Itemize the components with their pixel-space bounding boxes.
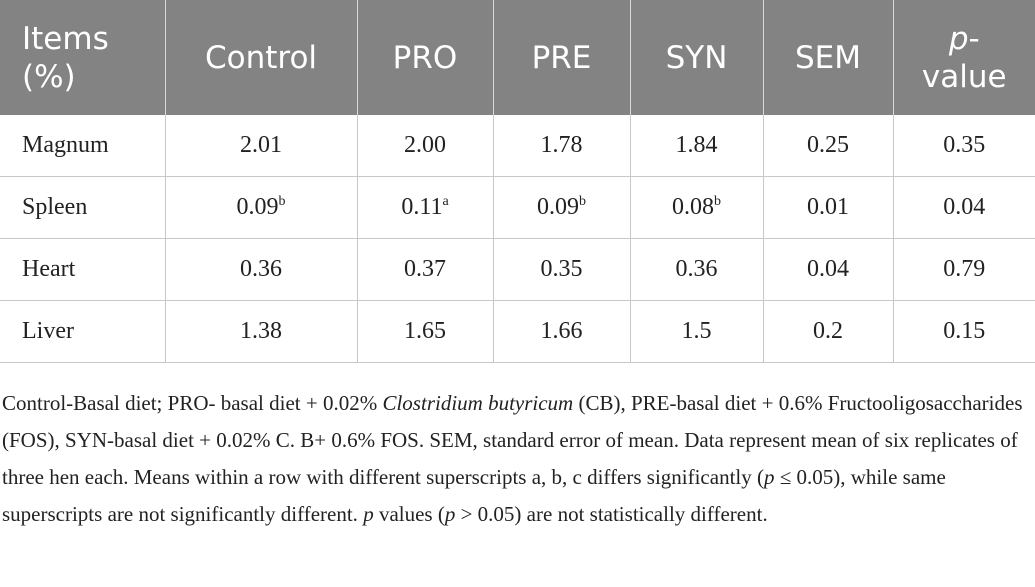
value-cell: 0.15 xyxy=(892,300,1035,363)
footnote-run: p xyxy=(444,502,456,526)
table-row: Heart 0.36 0.37 0.35 0.36 0.04 0.79 xyxy=(0,238,1035,301)
value-cell: 0.09b xyxy=(164,176,357,239)
value-cell: 0.36 xyxy=(164,238,357,301)
value-cell: 0.25 xyxy=(762,115,893,177)
header-cell: SYN xyxy=(629,0,763,115)
footnote-run: Clostridium butyricum xyxy=(382,391,574,415)
value-cell: 0.08b xyxy=(629,176,763,239)
value-cell: 0.2 xyxy=(762,300,893,363)
table-row: Liver 1.38 1.65 1.66 1.5 0.2 0.15 xyxy=(0,300,1035,363)
value-cell: 0.11a xyxy=(356,176,493,239)
value-cell: 0.35 xyxy=(492,238,630,301)
superscript: b xyxy=(714,194,721,209)
header-cell: Items (%) xyxy=(0,0,165,115)
header-cell: p-value xyxy=(892,0,1035,115)
value-cell: 1.66 xyxy=(492,300,630,363)
header-cell: SEM xyxy=(762,0,893,115)
value-cell: 2.01 xyxy=(164,115,357,177)
footnote-run: (CB), PRE-basal diet + 0.6% Fructooligos… xyxy=(2,391,1023,489)
footnote: Control-Basal diet; PRO- basal diet + 0.… xyxy=(0,385,1035,533)
value-cell: 0.04 xyxy=(892,176,1035,239)
cell-text: -value xyxy=(921,20,1007,95)
value-cell: 1.5 xyxy=(629,300,763,363)
value-cell: 1.38 xyxy=(164,300,357,363)
header-row: Items (%) Control PRO PRE SYN SEM p-value xyxy=(0,0,1035,115)
cell-text: 0.09 xyxy=(537,194,579,220)
value-cell: 0.37 xyxy=(356,238,493,301)
footnote-run: values ( xyxy=(373,502,445,526)
superscript: b xyxy=(579,194,586,209)
value-cell: 1.84 xyxy=(629,115,763,177)
data-table: Items (%) Control PRO PRE SYN SEM p-value Magn… xyxy=(0,0,1035,363)
value-cell: 0.09b xyxy=(492,176,630,239)
footnote-run: p xyxy=(764,465,775,489)
value-cell: 0.04 xyxy=(762,238,893,301)
row-label: Heart xyxy=(0,238,165,301)
value-cell: 1.65 xyxy=(356,300,493,363)
value-cell: 2.00 xyxy=(356,115,493,177)
row-label: Magnum xyxy=(0,115,165,177)
footnote-run: > 0.05) are not statistically different. xyxy=(455,502,768,526)
header-cell: Control xyxy=(164,0,357,115)
table-row: Spleen 0.09b 0.11a 0.09b 0.08b 0.01 0.04 xyxy=(0,176,1035,239)
value-cell: 0.01 xyxy=(762,176,893,239)
header-cell: PRO xyxy=(356,0,493,115)
row-label: Liver xyxy=(0,300,165,363)
value-cell: 0.79 xyxy=(892,238,1035,301)
footnote-run: Control-Basal diet; PRO- basal diet + 0.… xyxy=(2,391,383,415)
cell-italic: p xyxy=(948,20,969,57)
footnote-run: ≤ 0.05), while same superscripts are not… xyxy=(2,465,946,526)
row-label: Spleen xyxy=(0,176,165,239)
table-row: Magnum 2.01 2.00 1.78 1.84 0.25 0.35 xyxy=(0,115,1035,177)
table-body: Magnum 2.01 2.00 1.78 1.84 0.25 0.35 Spleen 0.09… xyxy=(0,115,1035,363)
footnote-run: p xyxy=(363,502,374,526)
cell-text: 0.11 xyxy=(401,194,443,220)
value-cell: 1.78 xyxy=(492,115,630,177)
superscript: b xyxy=(278,194,286,209)
cell-text: 0.09 xyxy=(236,194,279,220)
value-cell: 0.36 xyxy=(629,238,763,301)
value-cell: 0.35 xyxy=(892,115,1035,177)
superscript: a xyxy=(442,194,449,209)
cell-text: 0.08 xyxy=(672,194,714,220)
header-cell: PRE xyxy=(492,0,630,115)
